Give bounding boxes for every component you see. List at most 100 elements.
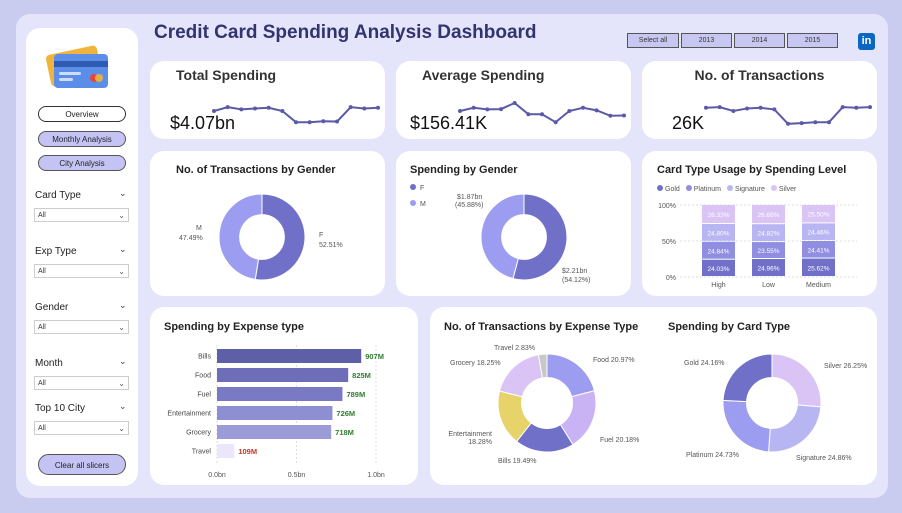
chevron-down-icon[interactable]: ⌄ <box>119 401 127 411</box>
slice-label: Food 20.97% <box>593 357 635 364</box>
donut-slice-signature <box>768 404 822 453</box>
segment-value-label: 24.46% <box>807 230 829 237</box>
chevron-down-icon[interactable]: ⌄ <box>119 356 127 366</box>
year-2015-button[interactable]: 2015 <box>787 33 838 48</box>
x-tick-label: 0.5bn <box>288 472 306 479</box>
sparkline-point <box>786 121 790 126</box>
segment-value-label: 25.50% <box>807 212 829 219</box>
kpi-card-transactions: No. of Transactions 26K <box>642 61 877 139</box>
chevron-down-icon[interactable]: ⌄ <box>119 188 127 198</box>
chart-title: Spending by Gender <box>410 164 518 176</box>
legend-label: Platinum <box>693 186 721 193</box>
kpi-trend-sparkline <box>704 105 872 126</box>
legend-label: Silver <box>778 186 797 193</box>
sparkline-point <box>512 101 517 105</box>
kpi-card-average-spending: Average Spending $156.41K <box>396 61 631 139</box>
chevron-down-icon[interactable]: ⌄ <box>119 300 127 310</box>
sparkline-point <box>594 108 599 113</box>
exp-type-select[interactable]: All ⌄ <box>34 264 129 278</box>
bar-value-label: 825M <box>352 371 371 380</box>
chart-title: Card Type Usage by Spending Level <box>657 164 847 176</box>
segment-value-label: 23.55% <box>757 248 779 255</box>
tx-by-gender-card: No. of Transactions by Gender F 52.51% M… <box>150 151 385 296</box>
sparkline-point <box>471 105 476 110</box>
segment-value-label: 25.62% <box>807 265 829 272</box>
legend-item: Gold <box>657 185 680 193</box>
sparkline-point <box>335 119 339 124</box>
donut-slice-food <box>546 353 596 398</box>
kpi-value: 26K <box>672 113 705 133</box>
monthly-analysis-button[interactable]: Monthly Analysis <box>38 131 126 147</box>
chevron-down-icon: ⌄ <box>118 323 125 332</box>
bar-entertainment <box>217 406 333 420</box>
sparkline-point <box>704 105 708 110</box>
sparkline-point <box>827 120 831 125</box>
segment-value-label: 24.82% <box>757 231 779 238</box>
kpi-value: $4.07bn <box>170 113 236 133</box>
bar-fuel <box>217 387 343 401</box>
bar-category-label: Fuel <box>197 392 211 399</box>
city-analysis-button[interactable]: City Analysis <box>38 155 126 171</box>
segment-value-label: 24.80% <box>707 230 729 237</box>
y-tick-label: 0% <box>666 275 676 282</box>
donut-slice-f <box>512 193 568 281</box>
slice-label: Bills 19.49% <box>498 458 537 465</box>
stack-segment-silver <box>752 204 785 224</box>
sparkline-point <box>376 105 380 110</box>
card-type-usage-card: Card Type Usage by Spending Level Gold P… <box>642 151 877 296</box>
stack-segment-silver <box>802 205 835 223</box>
donut-slice-gold <box>722 353 773 403</box>
slice-label: Platinum 24.73% <box>686 452 739 459</box>
sparkline-point <box>212 109 216 113</box>
kpi-trend-sparkline <box>212 105 380 125</box>
stack-segment-signature <box>802 223 835 240</box>
sparkline-point <box>868 105 872 110</box>
sparkline-point <box>540 112 544 117</box>
clear-all-slicers-button[interactable]: Clear all slicers <box>38 454 126 475</box>
spend-by-gender-card: Spending by Gender F M $1.87bn (45.88%) … <box>396 151 631 296</box>
bar-value-label: 718M <box>335 428 354 437</box>
x-tick-label: 0.0bn <box>208 472 226 479</box>
donut-slice-f <box>254 193 306 281</box>
bar-value-label: 789M <box>346 390 365 399</box>
segment-value-label: 24.41% <box>807 247 829 254</box>
kpi-title: No. of Transactions <box>694 67 825 83</box>
chevron-down-icon[interactable]: ⌄ <box>119 244 127 254</box>
slice-label: Signature 24.86% <box>796 455 852 462</box>
select-all-button[interactable]: Select all <box>627 33 679 48</box>
donut-slice-m <box>480 193 525 280</box>
gender-select[interactable]: All ⌄ <box>34 320 129 334</box>
bar-value-label: 726M <box>336 409 355 418</box>
stack-segment-signature <box>702 223 735 241</box>
slice-label: Grocery 18.25% <box>450 360 501 367</box>
bar-value-label: 109M <box>238 447 257 456</box>
sparkline-point <box>745 106 749 111</box>
year-2014-button[interactable]: 2014 <box>734 33 785 48</box>
segment-value-label: 26.33% <box>707 212 729 219</box>
slice-pct-label: 47.49% <box>179 235 203 242</box>
bar-category-label: Bills <box>198 354 211 361</box>
card-type-select[interactable]: All ⌄ <box>34 208 129 222</box>
chart-title: No. of Transactions by Gender <box>176 164 336 176</box>
bar-value-label: 907M <box>365 352 384 361</box>
year-2013-button[interactable]: 2013 <box>681 33 732 48</box>
slice-label: Gold 24.16% <box>684 360 725 367</box>
stack-segment-gold <box>752 259 785 276</box>
slice-label: Entertainment 18.28% <box>448 431 492 446</box>
stack-segment-signature <box>752 224 785 242</box>
segment-value-label: 24.96% <box>757 266 779 273</box>
x-category-label: Low <box>762 282 776 289</box>
sparkline-point <box>526 112 531 117</box>
month-select[interactable]: All ⌄ <box>34 376 129 390</box>
sparkline-point <box>294 120 298 125</box>
stack-segment-platinum <box>752 242 785 259</box>
sparkline-point <box>239 107 244 112</box>
sparkline-point <box>280 109 285 113</box>
top-city-select[interactable]: All ⌄ <box>34 421 129 435</box>
sparkline-point <box>758 105 763 110</box>
top-city-select-value: All <box>38 425 46 432</box>
linkedin-icon[interactable]: in <box>858 33 875 50</box>
overview-button[interactable]: Overview <box>38 106 126 122</box>
sparkline-point <box>458 109 462 113</box>
sparkline-point <box>485 107 490 112</box>
